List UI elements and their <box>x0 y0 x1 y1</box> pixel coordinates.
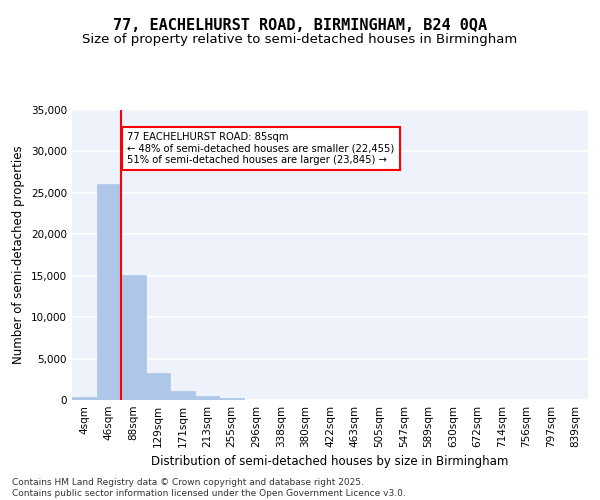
Bar <box>220 398 244 400</box>
Text: 77 EACHELHURST ROAD: 85sqm
← 48% of semi-detached houses are smaller (22,455)
51: 77 EACHELHURST ROAD: 85sqm ← 48% of semi… <box>127 132 395 165</box>
Y-axis label: Number of semi-detached properties: Number of semi-detached properties <box>13 146 25 364</box>
Bar <box>146 372 170 400</box>
Bar <box>97 184 121 400</box>
Bar <box>170 391 195 400</box>
Bar <box>121 275 146 400</box>
Text: 77, EACHELHURST ROAD, BIRMINGHAM, B24 0QA: 77, EACHELHURST ROAD, BIRMINGHAM, B24 0Q… <box>113 18 487 32</box>
X-axis label: Distribution of semi-detached houses by size in Birmingham: Distribution of semi-detached houses by … <box>151 456 509 468</box>
Bar <box>72 396 97 400</box>
Text: Size of property relative to semi-detached houses in Birmingham: Size of property relative to semi-detach… <box>82 32 518 46</box>
Bar <box>195 396 220 400</box>
Text: Contains HM Land Registry data © Crown copyright and database right 2025.
Contai: Contains HM Land Registry data © Crown c… <box>12 478 406 498</box>
